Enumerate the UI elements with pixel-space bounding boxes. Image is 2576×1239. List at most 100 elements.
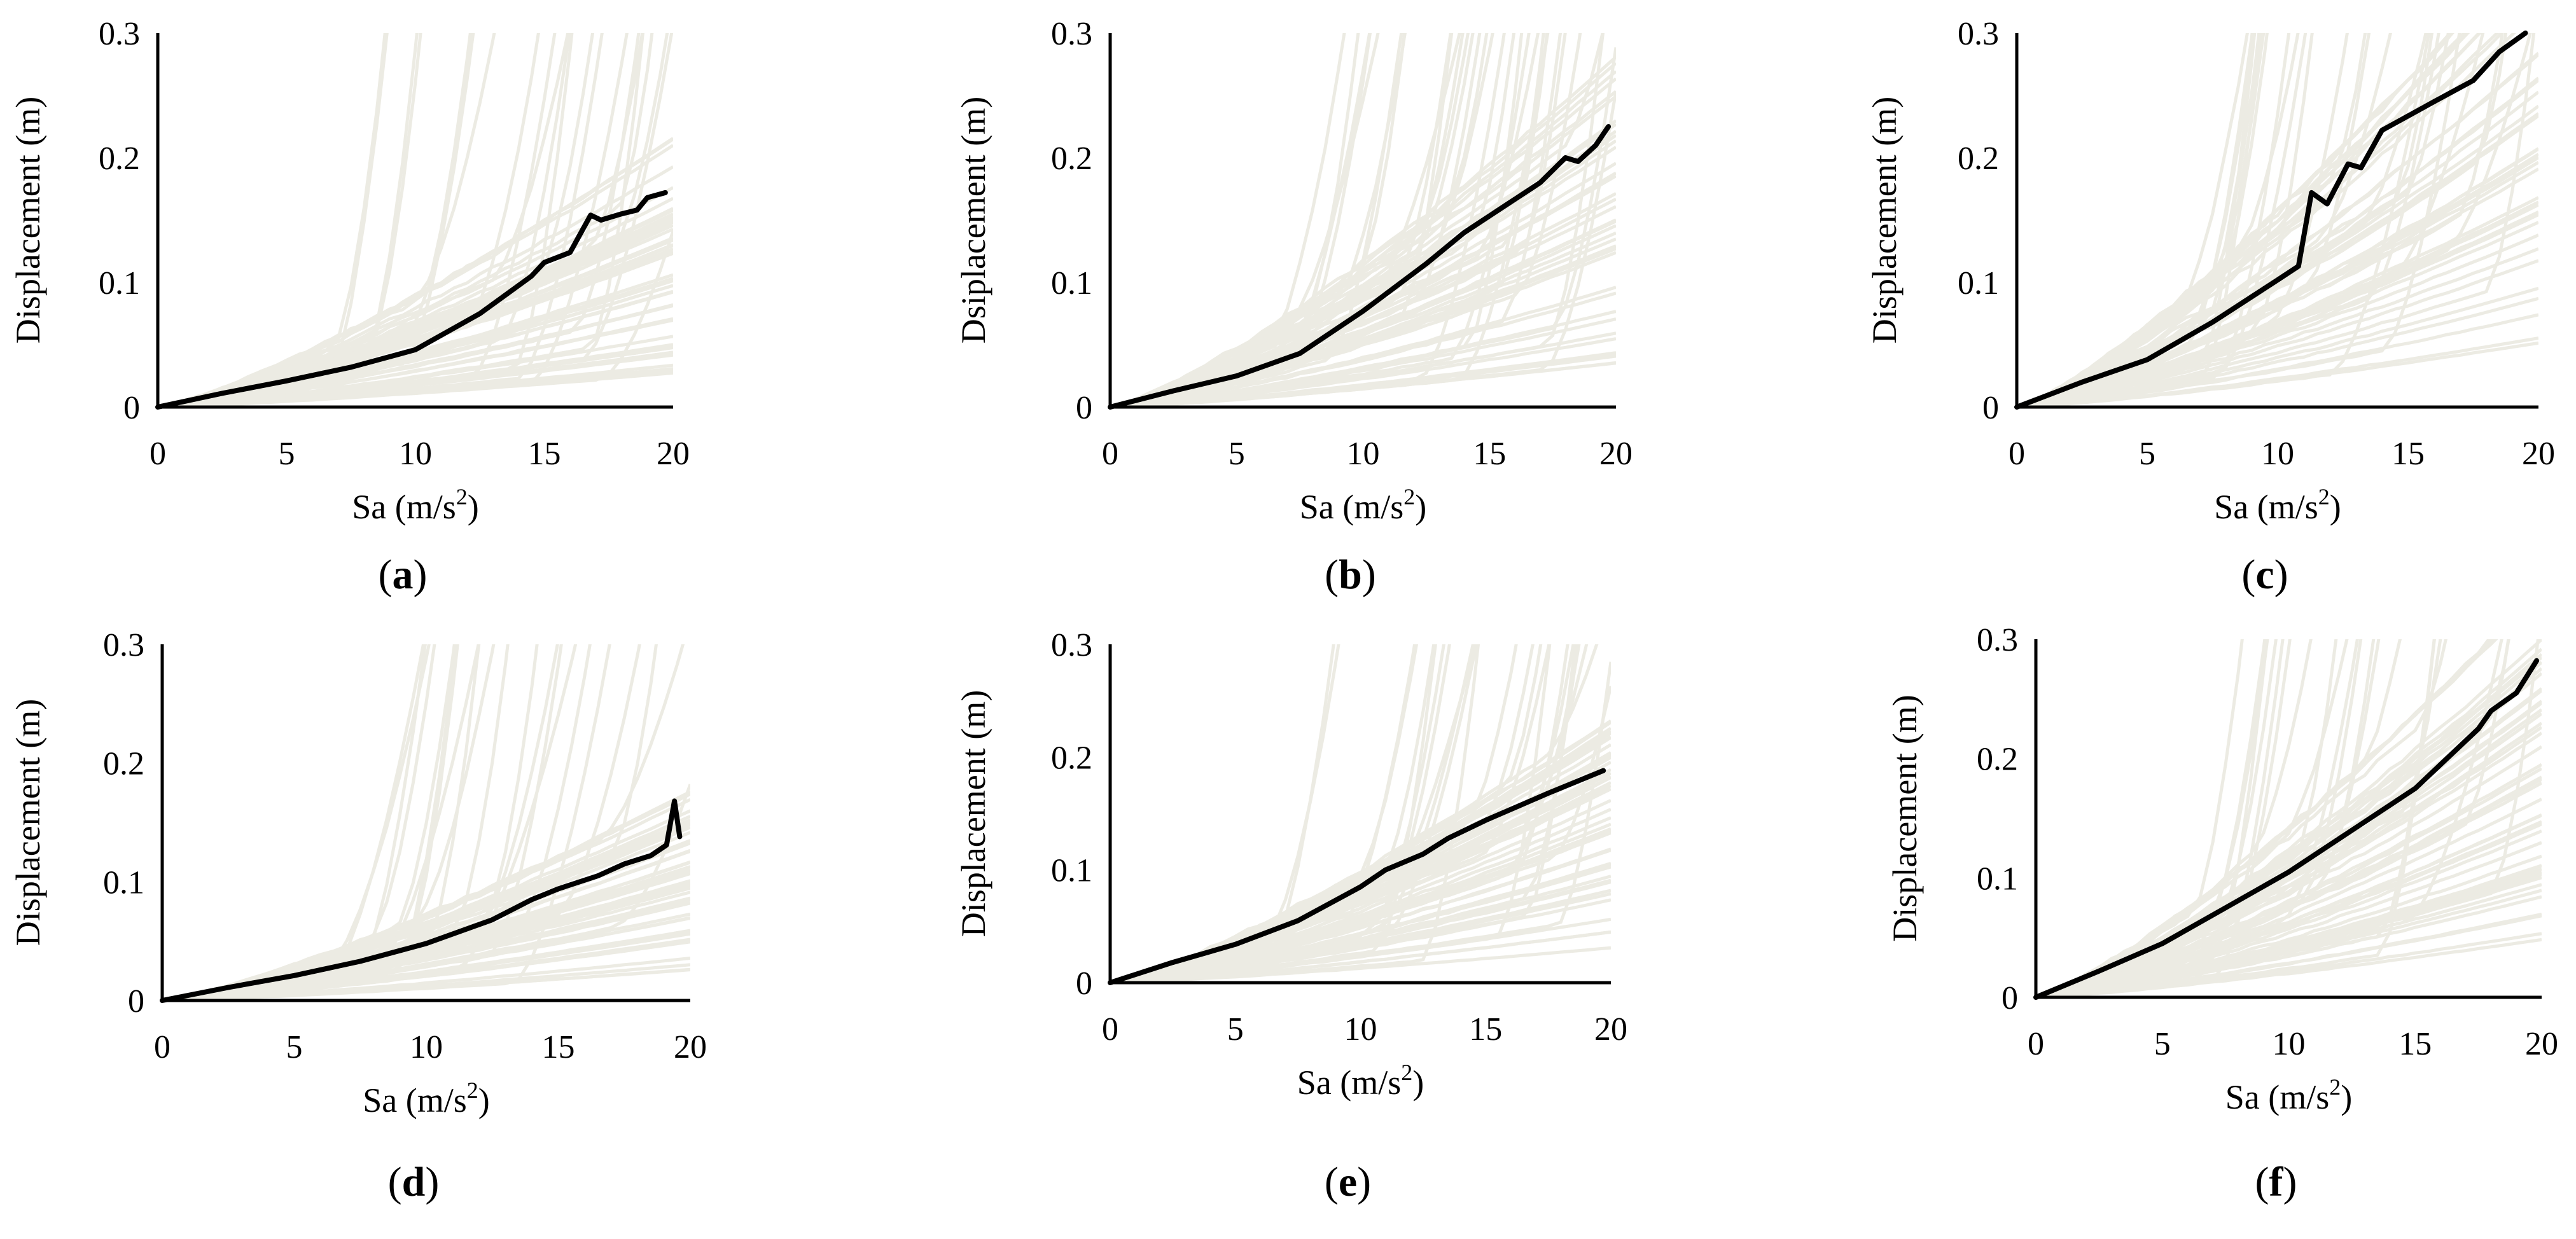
background-curve <box>158 371 673 407</box>
y-tick-label: 0.2 <box>99 141 140 177</box>
y-tick-label: 0.1 <box>103 864 144 901</box>
chart-panel-a: 0 5 10 15 20 0 0.1 0.2 0.3 Sa (m/s2) Displacement … <box>9 16 690 598</box>
series-line-median <box>1108 768 1606 985</box>
x-tick-label: 15 <box>1469 1011 1502 1048</box>
x-tick-label: 5 <box>1227 1011 1244 1048</box>
background-curve <box>2017 286 2538 407</box>
background-curve <box>162 929 690 1000</box>
background-curves <box>1110 33 1616 407</box>
x-axis-title-sup: 2 <box>1401 1060 1412 1085</box>
x-axis-title-base: Sa (m/s <box>363 1081 467 1119</box>
panel-label: (a) <box>379 551 428 598</box>
background-curve <box>158 317 673 407</box>
x-axis-title: Sa (m/s2) <box>2225 1074 2353 1116</box>
panel-letter: f <box>2269 1159 2284 1205</box>
y-tick-label: 0.1 <box>1051 853 1092 889</box>
background-curve <box>158 277 673 407</box>
x-tick-label: 0 <box>2028 1026 2044 1062</box>
background-curve <box>2017 33 2261 407</box>
x-tick-label: 5 <box>1229 436 1245 472</box>
x-tick-label: 5 <box>2154 1026 2171 1062</box>
x-tick-label: 5 <box>286 1029 303 1065</box>
series-line-median <box>2014 31 2528 410</box>
y-axis-title: Displacement (m) <box>9 699 47 946</box>
y-tick-label: 0.3 <box>1977 622 2018 658</box>
background-curve <box>158 137 673 407</box>
y-tick-label: 0.3 <box>99 16 140 52</box>
x-axis-title-base: Sa (m/s <box>1300 488 1404 526</box>
background-curves <box>158 33 673 407</box>
panel-label: (c) <box>2241 551 2288 598</box>
x-axis-title-close: ) <box>468 488 479 526</box>
background-curve <box>2017 33 2262 407</box>
x-axis-title-close: ) <box>1412 1063 1424 1102</box>
x-axis-title-base: Sa (m/s <box>2225 1078 2330 1116</box>
background-curve <box>158 343 673 407</box>
x-tick-label: 15 <box>528 436 561 472</box>
background-curve <box>1110 768 1611 983</box>
x-tick-label: 10 <box>399 436 432 472</box>
x-axis-title-sup: 2 <box>1403 484 1415 509</box>
y-axis-title: Displacement (m) <box>954 690 992 937</box>
x-tick-label: 0 <box>150 436 166 472</box>
x-tick-label: 20 <box>1594 1011 1627 1048</box>
panel-letter: d <box>402 1159 426 1205</box>
x-axis-title-close: ) <box>1415 488 1426 526</box>
y-tick-label: 0.1 <box>1958 265 1999 301</box>
x-tick-label: 20 <box>674 1029 707 1065</box>
y-tick-label: 0.2 <box>103 746 144 782</box>
background-curve <box>2017 33 2482 407</box>
x-axis-title-base: Sa (m/s <box>1297 1063 1402 1102</box>
y-tick-label: 0.1 <box>99 265 140 301</box>
panel-label: (b) <box>1325 551 1376 598</box>
background-curve <box>1110 33 1452 407</box>
panel-letter: c <box>2255 551 2274 598</box>
background-curve <box>2036 731 2542 997</box>
chart-panel-d: 0 5 10 15 20 0 0.1 0.2 0.3 Sa (m/s2) Displacement … <box>9 627 707 1205</box>
y-tick-label: 0.3 <box>1958 16 1999 52</box>
background-curve <box>2017 156 2538 407</box>
background-curve <box>158 33 570 407</box>
y-tick-label: 0 <box>1982 390 1999 426</box>
y-axis-title: Displacement (m) <box>9 97 47 343</box>
x-axis-title: Sa (m/s2) <box>1300 484 1427 526</box>
panel-label: (d) <box>388 1159 440 1205</box>
x-axis-title-close: ) <box>2330 488 2341 526</box>
background-curve <box>2036 829 2542 997</box>
x-tick-label: 10 <box>1344 1011 1377 1048</box>
x-axis-title: Sa (m/s2) <box>363 1077 490 1119</box>
x-tick-label: 0 <box>2009 436 2025 472</box>
series-line-median <box>155 190 668 410</box>
background-curve <box>2036 938 2542 997</box>
x-tick-label: 20 <box>2522 436 2555 472</box>
background-curve <box>2036 639 2359 997</box>
y-tick-label: 0 <box>1076 390 1092 426</box>
x-axis-title-base: Sa (m/s <box>352 488 456 526</box>
series-line-median <box>160 798 683 1003</box>
x-axis-title: Sa (m/s2) <box>1297 1060 1424 1102</box>
y-tick-label: 0.2 <box>1958 141 1999 177</box>
x-axis-title: Sa (m/s2) <box>2214 484 2341 526</box>
series-line-median <box>2033 658 2540 1000</box>
background-curve <box>2036 781 2542 997</box>
background-curve <box>2017 33 2349 407</box>
x-tick-label: 0 <box>1102 436 1118 472</box>
y-axis-title: Dsiplacement (m) <box>954 97 992 343</box>
background-curve <box>2017 33 2431 407</box>
y-tick-label: 0.2 <box>1977 742 2018 778</box>
y-tick-label: 0.3 <box>1051 16 1092 52</box>
x-axis-title-sup: 2 <box>2329 1074 2341 1100</box>
y-tick-label: 0 <box>2002 980 2018 1016</box>
y-tick-label: 0 <box>128 983 144 1020</box>
x-tick-label: 10 <box>410 1029 443 1065</box>
background-curve <box>1110 70 1616 407</box>
chart-panel-f: 0 5 10 15 20 0 0.1 0.2 0.3 Sa (m/s2) Displacement … <box>1886 622 2558 1205</box>
x-tick-label: 5 <box>2139 436 2155 472</box>
x-tick-label: 10 <box>2261 436 2294 472</box>
x-tick-label: 20 <box>1599 436 1633 472</box>
background-curve <box>1110 337 1616 407</box>
y-tick-label: 0.3 <box>103 627 144 663</box>
y-tick-label: 0.1 <box>1977 861 2018 897</box>
background-curve <box>162 644 425 1000</box>
background-curve <box>2017 33 2453 407</box>
